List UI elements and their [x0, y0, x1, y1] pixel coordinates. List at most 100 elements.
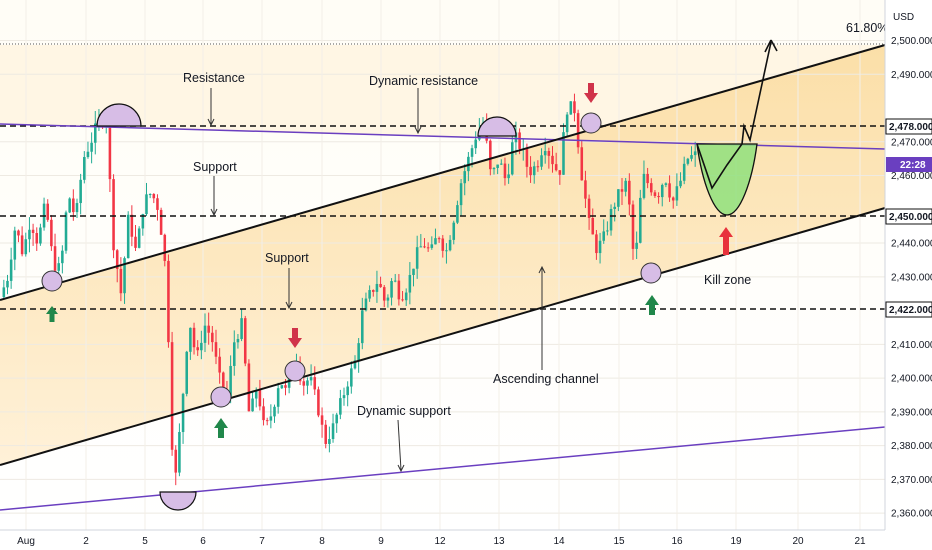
- candle-body: [284, 385, 287, 388]
- candle-body: [137, 228, 141, 248]
- time-axis[interactable]: [0, 530, 932, 550]
- candle-body: [554, 164, 558, 171]
- label-resistance: Resistance: [183, 71, 245, 85]
- candle-body: [617, 189, 620, 207]
- candle-body: [423, 246, 426, 248]
- grid: [0, 0, 885, 530]
- candle-body: [510, 142, 514, 175]
- price-tick-label: 2,410.000: [891, 340, 932, 351]
- candle-body: [13, 230, 17, 260]
- candle-body: [635, 242, 638, 249]
- candle-body: [642, 173, 646, 198]
- candle-body: [595, 234, 598, 254]
- candle-body: [112, 179, 115, 251]
- projected-arrowhead: [764, 39, 778, 53]
- time-tick-label: 12: [434, 536, 446, 547]
- candle-body: [569, 101, 573, 115]
- candle-body: [130, 214, 134, 237]
- candle-body: [353, 360, 357, 369]
- candle-body: [178, 432, 181, 473]
- touch-marker-1: [41, 270, 63, 292]
- candle-body: [302, 381, 306, 386]
- candle-body: [262, 406, 265, 421]
- candle-body: [686, 158, 690, 164]
- candle-body: [408, 275, 412, 293]
- candle-body: [229, 365, 232, 397]
- candle-body: [591, 217, 595, 235]
- candle-body: [628, 180, 631, 205]
- time-tick-label: 7: [259, 536, 265, 547]
- candle-body: [324, 424, 328, 444]
- candle-body: [536, 166, 540, 168]
- candle-body: [75, 203, 79, 213]
- candle-body: [412, 268, 415, 276]
- channel-lower-line: [0, 207, 886, 466]
- candle-body: [93, 123, 97, 143]
- price-tick-label: 2,360.000: [891, 509, 932, 520]
- tag-2478: 2,478.000: [885, 118, 932, 135]
- candle-body: [620, 189, 624, 192]
- candle-body: [192, 327, 196, 348]
- candle-body: [214, 342, 218, 357]
- candle-body: [167, 260, 170, 343]
- candle-body: [185, 351, 189, 394]
- candle-body: [379, 283, 382, 288]
- candle-body: [174, 449, 178, 473]
- candle-body: [390, 280, 393, 298]
- candle-body: [141, 214, 145, 229]
- svg-text:2,422.000: 2,422.000: [889, 305, 932, 316]
- candle-body: [573, 101, 576, 114]
- candle-body: [371, 290, 375, 292]
- price-tick-label: 2,400.000: [891, 374, 932, 385]
- candle-body: [426, 247, 430, 249]
- candle-body: [313, 377, 317, 390]
- time-tick-label: 6: [200, 536, 206, 547]
- candle-body: [163, 234, 167, 261]
- candle-body: [50, 219, 53, 247]
- time-tick-label: 21: [854, 536, 866, 547]
- candle-body: [159, 209, 163, 235]
- candle-body: [415, 247, 419, 269]
- time-tick-label: Aug: [17, 536, 35, 547]
- candle-body: [532, 166, 536, 176]
- candle-body: [126, 214, 130, 259]
- candle-body: [236, 339, 240, 343]
- candle-body: [507, 174, 510, 179]
- candle-body: [587, 198, 591, 218]
- candle-body: [525, 148, 529, 167]
- candle-body: [247, 363, 251, 412]
- fib-label: 61.80%: [846, 21, 888, 35]
- svg-text:22:28: 22:28: [900, 160, 926, 171]
- candle-body: [254, 389, 258, 399]
- touch-marker-2: [210, 386, 232, 408]
- time-axis-labels: Aug 2 5 6 7 8 9 12 13 14 15 16 19 20 21: [17, 536, 866, 547]
- candle-body: [657, 195, 660, 198]
- candle-body: [156, 198, 159, 210]
- price-axis[interactable]: [885, 0, 932, 550]
- candle-body: [276, 388, 280, 407]
- candle-body: [397, 280, 401, 300]
- candle-body: [459, 183, 463, 206]
- tag-current-time: 22:28: [886, 157, 932, 172]
- projected-path: [696, 41, 772, 190]
- candle-body: [240, 318, 243, 340]
- price-axis-labels: 2,360.000 2,370.000 2,380.000 2,390.000 2,40…: [891, 36, 932, 520]
- candle-body: [218, 356, 221, 373]
- candle-body: [675, 186, 679, 201]
- candle-body: [547, 150, 551, 156]
- candle-body: [148, 193, 152, 195]
- price-tick-label: 2,430.000: [891, 272, 932, 283]
- svg-text:2,450.000: 2,450.000: [889, 212, 932, 223]
- candle-body: [61, 250, 64, 264]
- candle-body: [606, 230, 609, 232]
- kill-zone-arrow: [719, 227, 733, 255]
- candle-body: [437, 238, 441, 240]
- price-tick-label: 2,380.000: [891, 441, 932, 452]
- candle-body: [375, 283, 379, 292]
- candle-body: [474, 139, 477, 149]
- candle-body: [393, 280, 397, 282]
- candlesticks: [2, 93, 697, 486]
- kill-zone-bowl: [696, 143, 758, 216]
- candle-body: [671, 197, 675, 201]
